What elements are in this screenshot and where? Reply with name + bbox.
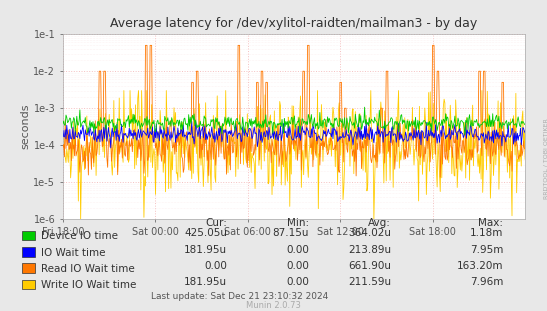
Text: Device IO time: Device IO time <box>41 231 118 241</box>
Text: Min:: Min: <box>287 218 309 228</box>
Text: 0.00: 0.00 <box>286 277 309 287</box>
Text: Avg:: Avg: <box>368 218 391 228</box>
Text: 0.00: 0.00 <box>286 244 309 254</box>
Text: 211.59u: 211.59u <box>348 277 391 287</box>
Text: 0.00: 0.00 <box>204 261 227 271</box>
Text: Read IO Wait time: Read IO Wait time <box>41 264 135 274</box>
Text: 364.02u: 364.02u <box>348 228 391 238</box>
Text: Munin 2.0.73: Munin 2.0.73 <box>246 301 301 310</box>
Text: 181.95u: 181.95u <box>184 244 227 254</box>
Text: Cur:: Cur: <box>205 218 227 228</box>
Text: 87.15u: 87.15u <box>272 228 309 238</box>
Y-axis label: seconds: seconds <box>21 104 31 150</box>
Text: Last update: Sat Dec 21 23:10:32 2024: Last update: Sat Dec 21 23:10:32 2024 <box>151 292 328 301</box>
Text: Max:: Max: <box>478 218 503 228</box>
Text: 181.95u: 181.95u <box>184 277 227 287</box>
Text: 163.20m: 163.20m <box>457 261 503 271</box>
Text: 7.95m: 7.95m <box>470 244 503 254</box>
Text: 213.89u: 213.89u <box>348 244 391 254</box>
Text: 1.18m: 1.18m <box>470 228 503 238</box>
Text: 7.96m: 7.96m <box>470 277 503 287</box>
Text: RRDTOOL / TOBI OETIKER: RRDTOOL / TOBI OETIKER <box>543 118 547 199</box>
Text: Write IO Wait time: Write IO Wait time <box>41 280 136 290</box>
Title: Average latency for /dev/xylitol-raidten/mailman3 - by day: Average latency for /dev/xylitol-raidten… <box>110 17 478 30</box>
Text: 661.90u: 661.90u <box>348 261 391 271</box>
Text: IO Wait time: IO Wait time <box>41 248 106 258</box>
Text: 0.00: 0.00 <box>286 261 309 271</box>
Text: 425.05u: 425.05u <box>184 228 227 238</box>
